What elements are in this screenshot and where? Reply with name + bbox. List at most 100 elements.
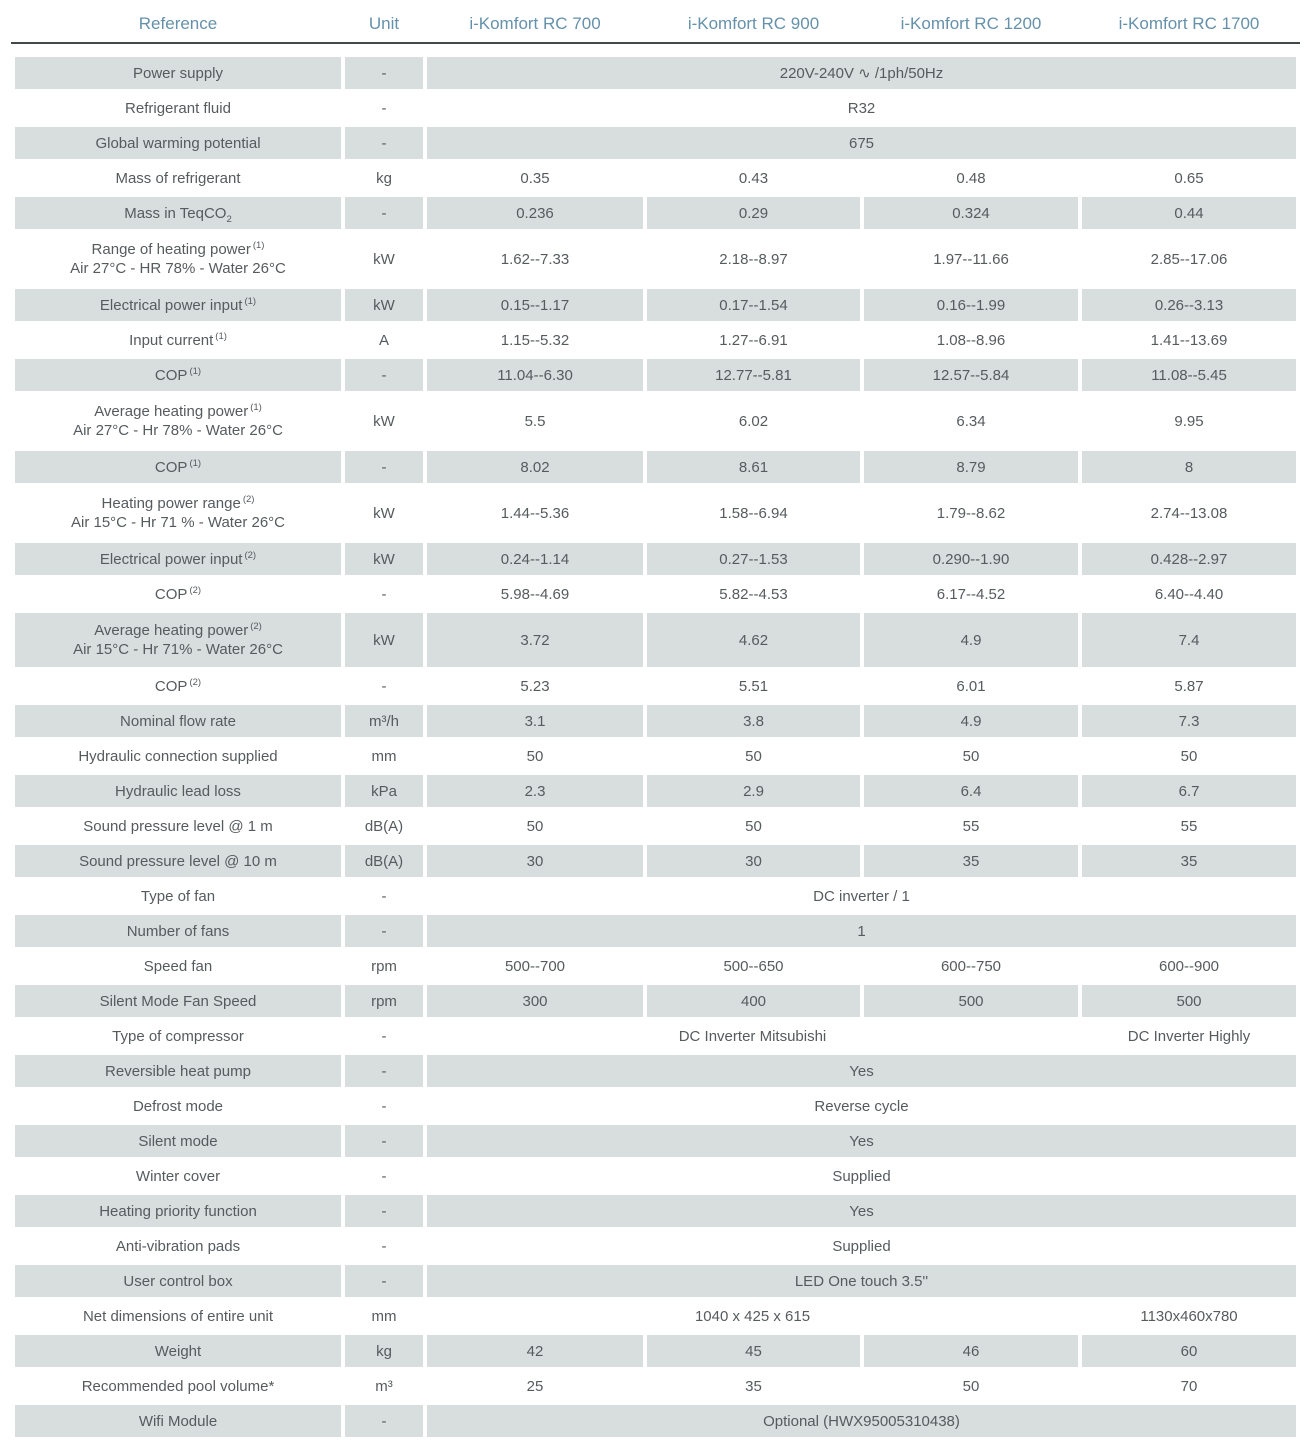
table-row: Heating power range (2) Air 15°C - Hr 71 %… xyxy=(15,486,1296,540)
row-unit: m³/h xyxy=(345,705,423,737)
row-value-all-models: DC inverter / 1 xyxy=(813,887,910,905)
row-unit: kW xyxy=(345,613,423,667)
row-value-cell: 30 xyxy=(427,845,643,877)
table-row: Defrost mode - Reverse cycle xyxy=(15,1090,1296,1122)
row-value-cell: 2.3 xyxy=(427,775,643,807)
row-value-cell: 6.02 xyxy=(738,412,769,430)
row-label: Wifi Module xyxy=(15,1405,341,1437)
row-value-models-700-1200: DC Inverter Mitsubishi xyxy=(678,1027,827,1045)
table-row: Net dimensions of entire unit mm 1040 x 42… xyxy=(15,1300,1296,1332)
row-label-text: Silent Mode Fan Speed xyxy=(99,992,257,1010)
row-value-cell: 1.27--6.91 xyxy=(719,331,788,349)
row-value-cell: 3.72 xyxy=(427,613,643,667)
table-row: Type of compressor - DC Inverter Mitsubish… xyxy=(15,1020,1296,1052)
row-unit: - xyxy=(345,1125,423,1157)
row-value-cell: 500--700 xyxy=(504,957,566,975)
table-row: Silent Mode Fan Speed rpm 300 400 500 500 xyxy=(15,985,1297,1017)
row-value-cell: 50 xyxy=(962,747,980,765)
row-label: Global warming potential xyxy=(15,127,341,159)
row-label-text: Winter cover xyxy=(135,1167,221,1185)
row-value-cell: 4.62 xyxy=(647,613,860,667)
row-value-cell: 4.9 xyxy=(864,613,1078,667)
row-label-text: Reversible heat pump xyxy=(105,1062,251,1080)
row-label-conditions: Air 15°C - Hr 71 % - Water 26°C xyxy=(71,514,285,531)
table-row: Mass in TeqCO2-0.236 0.29 0.324 0.44 xyxy=(15,197,1297,229)
row-value-cell: 6.34 xyxy=(956,412,986,430)
row-label-text: Electrical power input xyxy=(99,296,243,314)
header-divider xyxy=(11,42,1300,44)
row-label-text: COP xyxy=(154,366,188,384)
table-row: Refrigerant fluid - R32 xyxy=(15,92,1296,124)
row-unit: mm xyxy=(371,747,397,765)
row-unit: kW xyxy=(345,289,423,321)
column-header-rc700: i-Komfort RC 700 xyxy=(469,14,601,33)
row-value-cell: 35 xyxy=(864,845,1078,877)
row-label-text: Number of fans xyxy=(126,922,230,940)
row-unit: kPa xyxy=(345,775,423,807)
table-row: Electrical power input (2) kW 0.24--1.14 0.2… xyxy=(15,543,1297,575)
row-unit: - xyxy=(345,915,423,947)
row-value-cell: 55 xyxy=(1180,817,1198,835)
table-row: Sound pressure level @ 1 m dB(A) 50 50 55 55 xyxy=(15,810,1296,842)
row-unit: dB(A) xyxy=(345,845,423,877)
row-label-text: Hydraulic connection supplied xyxy=(78,747,278,765)
table-row: COP (2) - 5.23 5.51 6.01 5.87 xyxy=(15,670,1296,702)
row-value-cell: 600--750 xyxy=(940,957,1002,975)
row-label-footnote-marker: (2) xyxy=(242,494,255,505)
row-label-footnote-marker: (1) xyxy=(189,457,202,469)
row-unit: - xyxy=(381,677,387,695)
row-value-cell: 2.85--17.06 xyxy=(1150,250,1228,268)
table-row: Weight kg 42 45 46 60 xyxy=(15,1335,1297,1367)
row-value-cell: 3.8 xyxy=(647,705,860,737)
row-value-cell: 42 xyxy=(427,1335,643,1367)
row-value-cell: 0.65 xyxy=(1174,169,1204,187)
row-label-text: Heating power range xyxy=(101,495,241,512)
row-value-cell: 0.29 xyxy=(647,197,860,229)
table-row: Sound pressure level @ 10 m dB(A) 30 30 35 35 xyxy=(15,845,1297,877)
row-label-text: Net dimensions of entire unit xyxy=(82,1307,274,1325)
row-value-cell: 9.95 xyxy=(1174,412,1204,430)
row-value-cell: 6.40--4.40 xyxy=(1154,585,1224,603)
row-label-text: Range of heating power xyxy=(91,241,251,258)
row-label-text: Mass of refrigerant xyxy=(115,169,241,187)
row-label: Sound pressure level @ 1 m xyxy=(15,810,341,842)
row-label-footnote-marker: (2) xyxy=(189,676,202,688)
row-value-cell: 11.04--6.30 xyxy=(427,359,643,391)
row-value-cell: 0.16--1.99 xyxy=(864,289,1078,321)
row-value-cell: 0.48 xyxy=(956,169,986,187)
table-row: Average heating power (2) Air 15°C - Hr 71… xyxy=(15,613,1297,667)
row-label-text: Type of fan xyxy=(140,887,216,905)
row-value-all-models: 220V-240V ∿ /1ph/50Hz xyxy=(427,57,1297,89)
row-value-cell: 12.57--5.84 xyxy=(864,359,1078,391)
table-row: Number of fans -1 xyxy=(15,915,1297,947)
row-unit: - xyxy=(345,1195,423,1227)
row-unit: dB(A) xyxy=(364,817,404,835)
row-value-cell: 0.324 xyxy=(864,197,1078,229)
table-row: Heating priority function - Yes xyxy=(15,1195,1297,1227)
row-value-cell: 35 xyxy=(1082,845,1297,877)
row-value-cell: 0.27--1.53 xyxy=(647,543,860,575)
row-value-cell: 5.23 xyxy=(520,677,550,695)
row-unit: - xyxy=(345,1405,423,1437)
row-label-text: Hydraulic lead loss xyxy=(115,782,241,800)
row-value-cell: 2.9 xyxy=(647,775,860,807)
row-value-cell: 500 xyxy=(864,985,1078,1017)
row-label: Mass in TeqCO2 xyxy=(15,197,341,229)
table-row: Winter cover - Supplied xyxy=(15,1160,1296,1192)
row-label-text: Defrost mode xyxy=(132,1097,224,1115)
table-row: Silent mode - Yes xyxy=(15,1125,1297,1157)
row-value-cell: 400 xyxy=(647,985,860,1017)
row-label-text: Heating priority function xyxy=(99,1202,257,1220)
row-value-cell: 50 xyxy=(962,1377,980,1395)
row-value-all-models: Yes xyxy=(427,1055,1297,1087)
row-value-cell: 1.44--5.36 xyxy=(500,504,570,522)
row-value-cell: 7.3 xyxy=(1082,705,1297,737)
table-row: Wifi Module - Optional (HWX95005310438) xyxy=(15,1405,1297,1437)
row-label: Sound pressure level @ 10 m xyxy=(15,845,341,877)
row-value-all-models: R32 xyxy=(847,99,876,117)
row-label: Silent mode xyxy=(15,1125,341,1157)
row-label: Electrical power input (1) xyxy=(15,289,341,321)
row-value-cell: 0.35 xyxy=(520,169,550,187)
row-label: Range of heating power (1) Air 27°C - HR 7… xyxy=(15,232,341,286)
row-value-cell: 600--900 xyxy=(1158,957,1220,975)
